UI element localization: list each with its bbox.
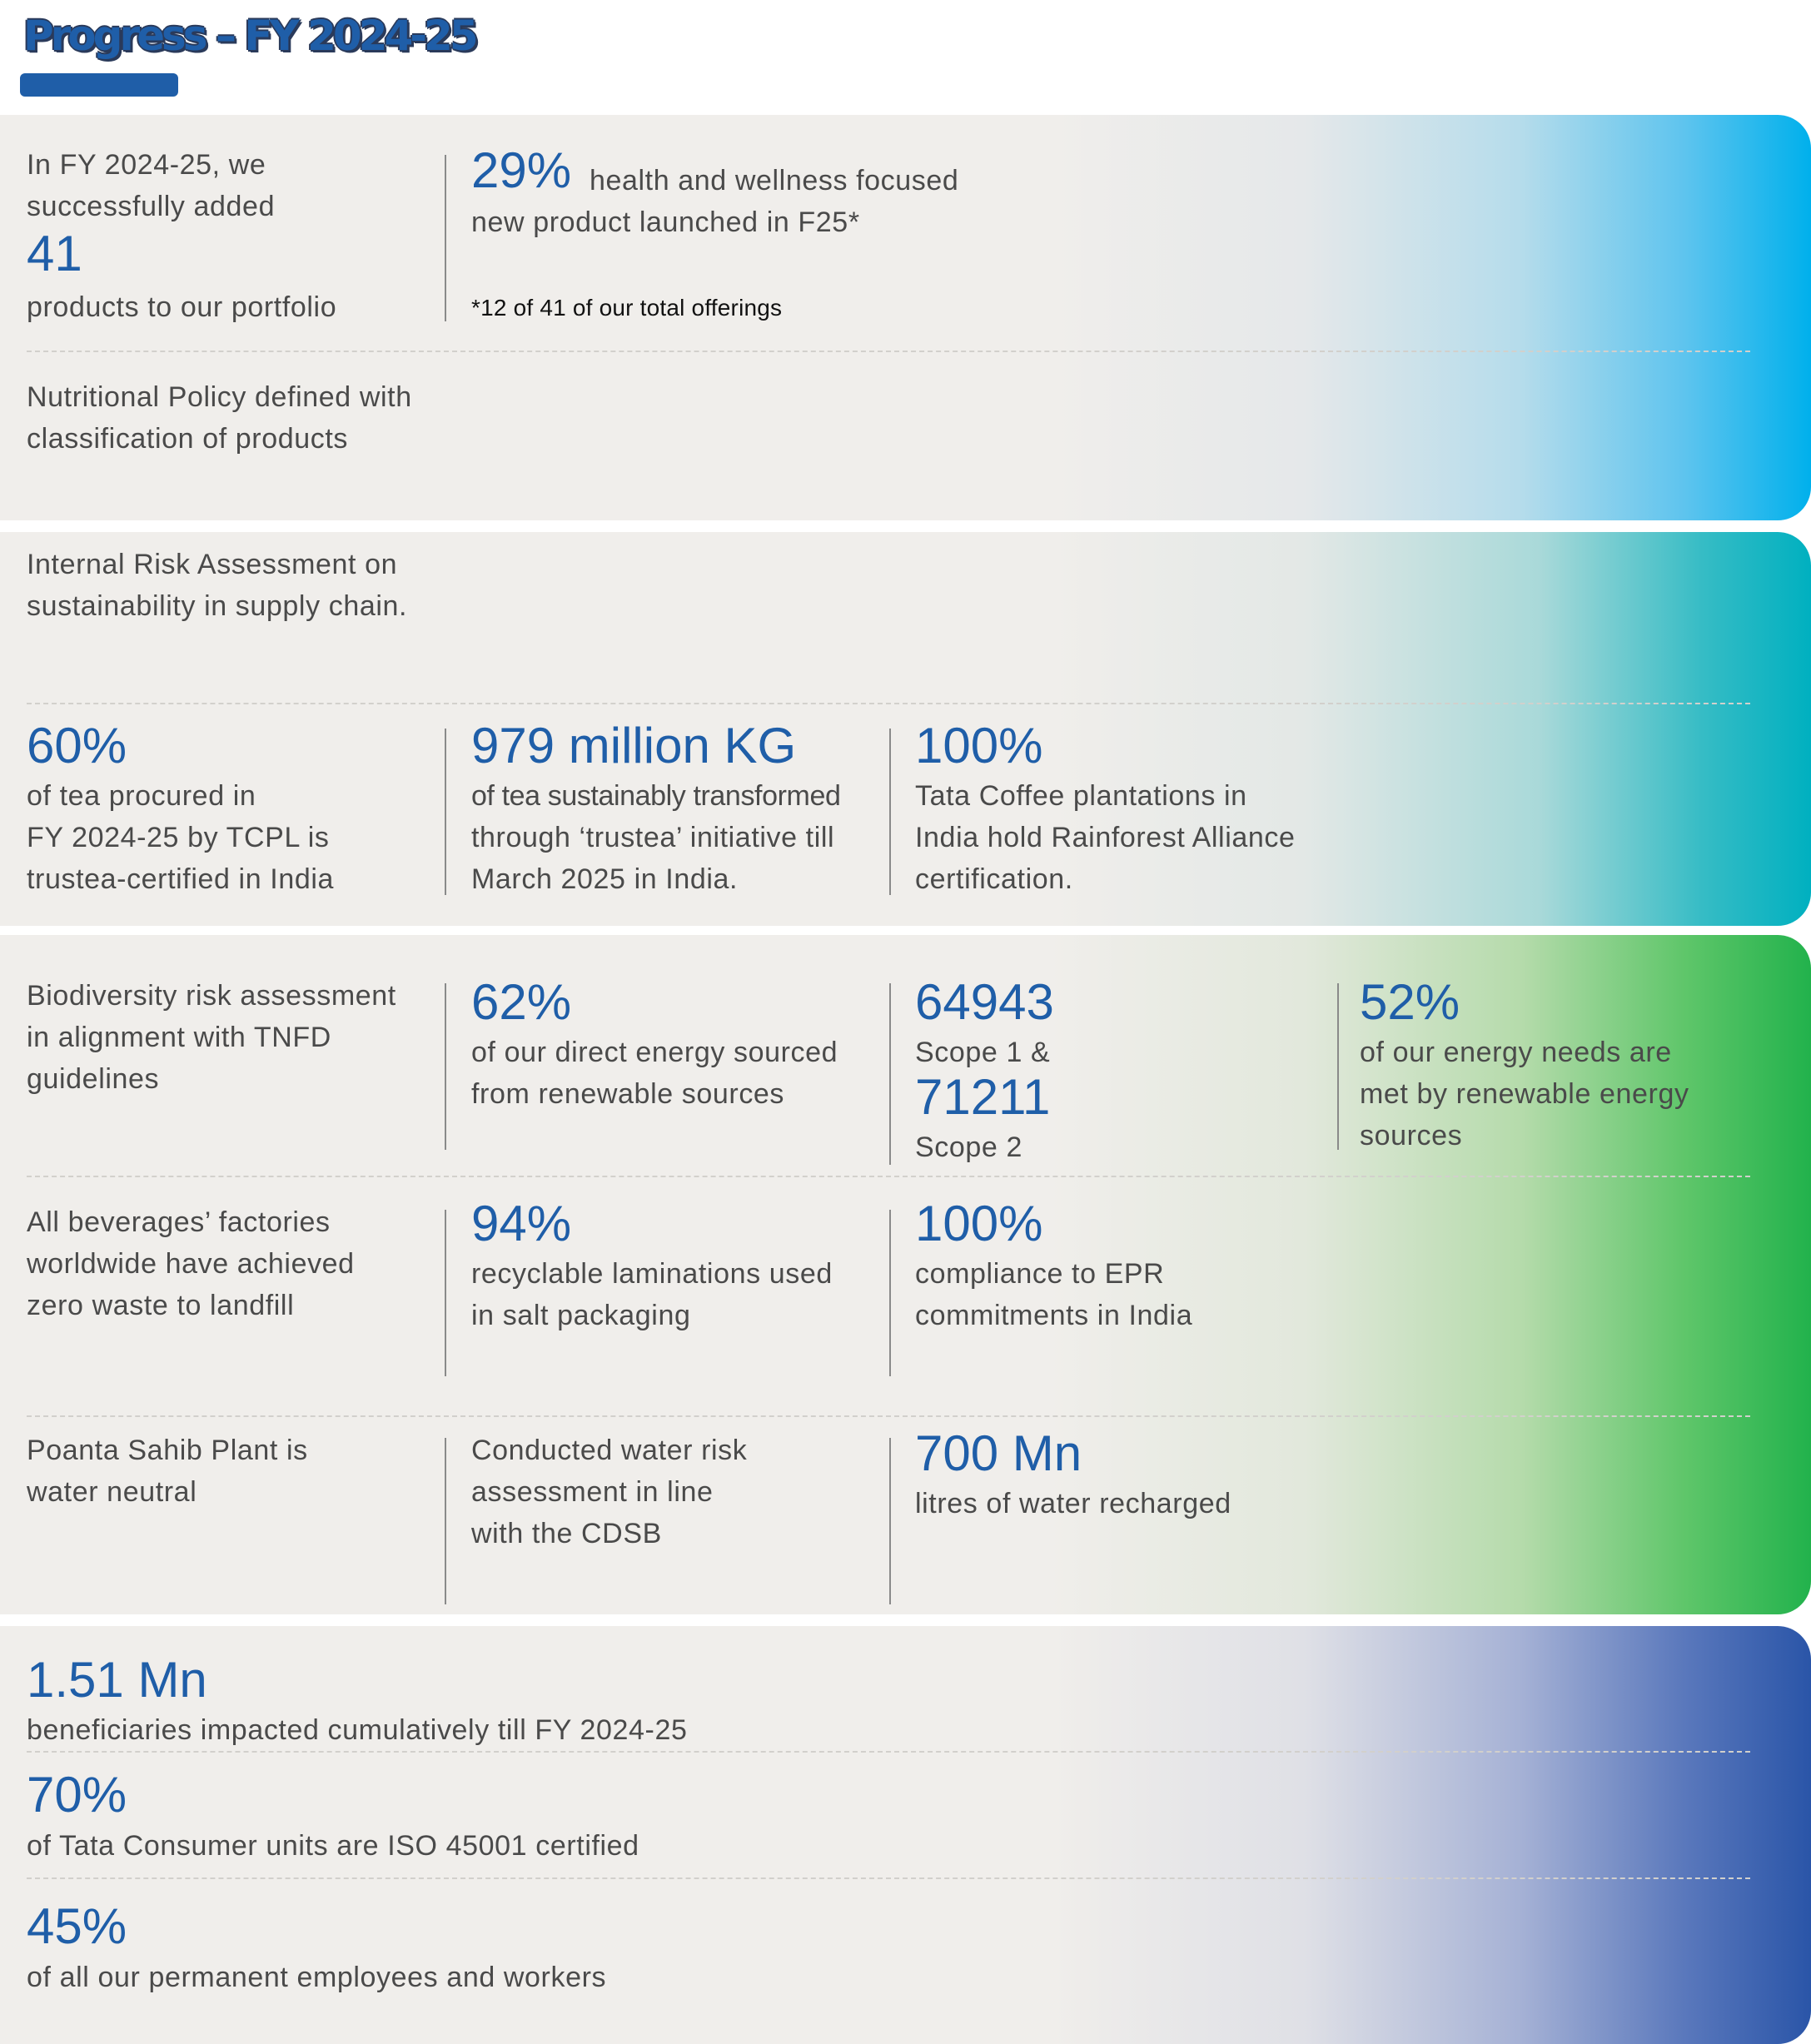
nutrition-line2: classification of products	[27, 423, 348, 455]
epr-line1: compliance to EPR	[915, 1258, 1165, 1290]
perm-desc: of all our permanent employees and worke…	[27, 1962, 607, 1993]
products-intro: In FY 2024-25, we successfully added	[27, 149, 276, 222]
health-desc-line2: new product launched in F25*	[471, 206, 860, 238]
recharge-value: 700 Mn	[915, 1425, 1082, 1481]
needs-value: 52%	[1360, 974, 1460, 1030]
row-divider	[27, 1877, 1750, 1879]
stat3-line3: certification.	[915, 863, 1073, 895]
scope2-value: 71211	[915, 1069, 1051, 1125]
recharge-desc: litres of water recharged	[915, 1488, 1231, 1519]
panel-social: 1.51 Mn beneficiaries impacted cumulativ…	[0, 1626, 1811, 2044]
needs-line3: sources	[1360, 1120, 1463, 1151]
iso-desc: of Tata Consumer units are ISO 45001 cer…	[27, 1830, 639, 1862]
recyc-line2: in salt packaging	[471, 1300, 691, 1331]
stat2-line1: of tea sustainably transformed	[471, 780, 841, 812]
column-divider	[445, 1210, 446, 1376]
risk-line2: sustainability in supply chain.	[27, 590, 408, 622]
recyc-line1: recyclable laminations used	[471, 1258, 833, 1290]
column-divider	[889, 1438, 891, 1604]
stat1-line2: FY 2024-25 by TCPL is	[27, 822, 330, 853]
health-desc-line1: health and wellness focused	[590, 165, 959, 196]
row-divider	[27, 1415, 1750, 1417]
bio-line2: in alignment with TNFD	[27, 1022, 331, 1053]
products-value: 41	[27, 226, 82, 281]
iso-value: 70%	[27, 1767, 127, 1823]
page-title: Progress – FY 2024-25	[23, 12, 479, 60]
perm-value: 45%	[27, 1898, 127, 1954]
stat2-line3: March 2025 in India.	[471, 863, 739, 895]
needs-line2: met by renewable energy	[1360, 1078, 1689, 1110]
column-divider	[889, 983, 891, 1165]
products-desc: products to our portfolio	[27, 291, 337, 323]
stat1-value: 60%	[27, 718, 127, 773]
column-divider	[889, 1210, 891, 1376]
needs-line1: of our energy needs are	[1360, 1037, 1672, 1068]
risk-line1: Internal Risk Assessment on	[27, 549, 398, 580]
stat3-value: 100%	[915, 718, 1043, 773]
stat1-line3: trustea-certified in India	[27, 863, 334, 895]
epr-value: 100%	[915, 1196, 1043, 1251]
scope1-label: Scope 1 &	[915, 1037, 1051, 1068]
water-risk-line1: Conducted water risk	[471, 1435, 748, 1466]
row-divider	[27, 703, 1750, 704]
column-divider	[445, 155, 446, 321]
poanta-line2: water neutral	[27, 1476, 197, 1508]
epr-line2: commitments in India	[915, 1300, 1193, 1331]
column-divider	[445, 1438, 446, 1604]
nutrition-line1: Nutritional Policy defined with	[27, 381, 412, 413]
panel-environment: Biodiversity risk assessment in alignmen…	[0, 935, 1811, 1614]
stat2-line2: through ‘trustea’ initiative till	[471, 822, 835, 853]
benef-desc: beneficiaries impacted cumulatively till…	[27, 1714, 688, 1746]
factories-line1: All beverages’ factories	[27, 1206, 331, 1238]
scope1-value: 64943	[915, 974, 1054, 1030]
benef-value: 1.51 Mn	[27, 1652, 207, 1708]
column-divider	[445, 983, 446, 1150]
panel-supply-chain: Internal Risk Assessment on sustainabili…	[0, 532, 1811, 926]
energy-value: 62%	[471, 974, 572, 1030]
column-divider	[889, 729, 891, 895]
column-divider	[445, 729, 446, 895]
panel-products: In FY 2024-25, we successfully added 41 …	[0, 115, 1811, 520]
row-divider	[27, 351, 1750, 352]
factories-line2: worldwide have achieved	[27, 1248, 355, 1280]
row-divider	[27, 1176, 1750, 1177]
water-risk-line2: assessment in line	[471, 1476, 714, 1508]
stat1-line1: of tea procured in	[27, 780, 256, 812]
energy-line2: from renewable sources	[471, 1078, 785, 1110]
recyc-value: 94%	[471, 1196, 572, 1251]
bio-line1: Biodiversity risk assessment	[27, 980, 396, 1012]
scope2-label: Scope 2	[915, 1131, 1022, 1163]
stat2-value: 979 million KG	[471, 718, 797, 773]
stat3-line2: India hold Rainforest Alliance	[915, 822, 1296, 853]
health-value: 29%	[471, 142, 572, 198]
energy-line1: of our direct energy sourced	[471, 1037, 838, 1068]
title-underline-bar	[20, 73, 178, 97]
footnote: *12 of 41 of our total offerings	[471, 295, 783, 321]
column-divider	[1337, 983, 1339, 1150]
poanta-line1: Poanta Sahib Plant is	[27, 1435, 308, 1466]
row-divider	[27, 1751, 1750, 1753]
factories-line3: zero waste to landfill	[27, 1290, 295, 1321]
stat3-line1: Tata Coffee plantations in	[915, 780, 1247, 812]
water-risk-line3: with the CDSB	[471, 1518, 662, 1549]
bio-line3: guidelines	[27, 1063, 160, 1095]
